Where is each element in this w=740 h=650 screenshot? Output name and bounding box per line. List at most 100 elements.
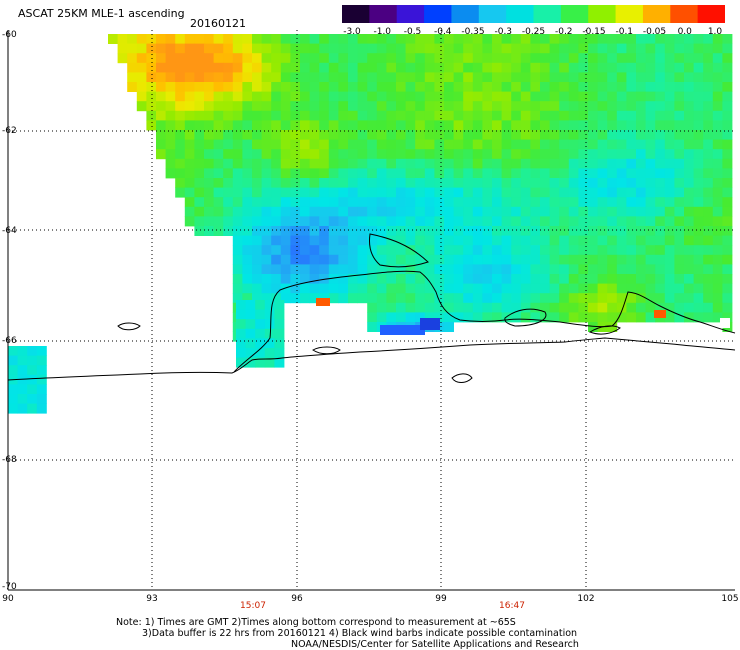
swath-cell [242,197,253,208]
swath-cell [511,206,522,217]
swath-cell [261,62,272,73]
swath-cell [684,101,694,112]
swath-cell [655,178,666,188]
swath-cell [386,62,397,73]
swath-cell [252,82,262,92]
swath-cell [434,206,445,217]
swath-cell [146,72,157,83]
swath-cell [520,139,531,150]
swath-cell [367,34,378,44]
swath-cell [616,82,627,92]
swath-cell [348,158,358,169]
swath-cell [588,62,598,73]
swath-cell [482,120,493,131]
swath-cell [492,130,502,140]
swath-cell [204,130,214,140]
swath-cell [357,216,368,227]
swath-cell [405,283,416,294]
swath-cell [280,34,291,44]
swath-cell [549,264,560,275]
swath-cell [520,43,531,54]
swath-cell [511,197,522,208]
swath-cell [338,149,349,160]
swath-cell [453,158,464,169]
swath-cell [703,178,714,188]
swath-cell [588,149,598,160]
swath-cell [386,216,397,227]
swath-cell [722,283,733,294]
swath-cell [626,130,637,140]
swath-cell [674,283,685,294]
swath-cell [588,139,598,150]
swath-cell [309,91,320,102]
swath-cell [616,226,627,236]
swath-cell [213,82,224,92]
swath-cell [501,254,512,265]
swath-cell [194,216,205,227]
swath-cell [300,101,310,112]
swath-cell [396,168,406,179]
swath-cell [549,178,560,188]
swath-cell [684,158,694,169]
swath-cell [415,274,426,284]
swath-cell [300,43,310,54]
swath-cell [492,120,502,131]
swath-cell [280,293,291,304]
swath-cell [146,82,157,92]
swath-cell [204,216,214,227]
note-line-3: NOAA/NESDIS/Center for Satellite Applica… [291,639,579,650]
swath-cell [280,72,291,83]
swath-cell [405,216,416,227]
swath-cell [492,43,502,54]
swath-cell [703,34,714,44]
swath-cell [453,149,464,160]
swath-cell [386,245,397,256]
swath-cell [146,43,157,54]
swath-cell [559,158,570,169]
swath-cell [27,394,38,404]
swath-cell [204,34,214,44]
swath-cell [597,283,608,294]
swath-cell [434,197,445,208]
swath-cell [280,130,291,140]
swath-cell [357,120,368,131]
swath-cell [578,245,589,256]
swath-cell [472,120,483,131]
colorbar-segment [560,5,589,23]
swath-cell [280,158,291,169]
swath-cell [357,62,368,73]
swath-cell [722,82,733,92]
swath-cell [415,130,426,140]
swath-cell [568,130,579,140]
swath-cell [559,312,570,323]
colorbar-segment [642,5,671,23]
swath-cell [597,53,608,64]
swath-cell [434,178,445,188]
swath-cell [655,264,666,275]
swath-cell [444,216,454,227]
swath-cell [175,62,186,73]
swath-cell [434,101,445,112]
swath-cell [261,158,272,169]
swath-cell [232,264,243,275]
swath-cell [444,254,454,265]
swath-cell [578,158,589,169]
swath-cell [540,130,550,140]
swath-cell [674,293,685,304]
swath-cell [338,206,349,217]
swath-cell [252,149,262,160]
swath-cell [693,197,704,208]
swath-cell [376,72,387,83]
swath-cell [290,274,301,284]
swath-cell [242,206,253,217]
swath-cell [204,110,214,121]
swath-cell [338,274,349,284]
swath-cell [328,264,339,275]
colorbar-tick-label: -1.0 [373,27,392,37]
swath-cell [636,82,646,92]
swath-cell [674,158,685,169]
swath-cell [309,62,320,73]
swath-cell [444,197,454,208]
swath-cell [434,226,445,236]
swath-cell [338,34,349,44]
